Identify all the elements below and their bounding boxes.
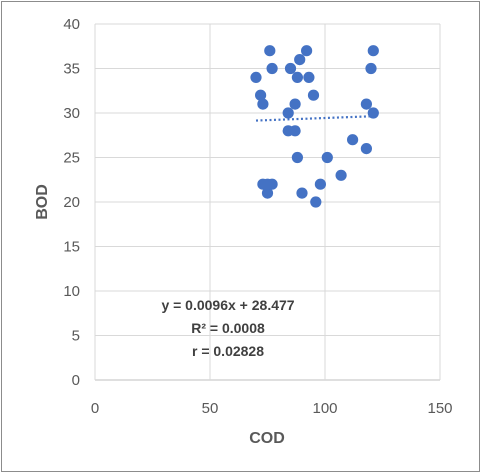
x-axis-title: COD xyxy=(249,430,285,447)
data-point xyxy=(250,71,262,83)
data-point xyxy=(291,71,303,83)
data-point xyxy=(266,178,278,190)
data-point xyxy=(261,187,274,199)
y-tick-label: 35 xyxy=(63,61,80,78)
data-point xyxy=(367,107,379,119)
data-point xyxy=(289,98,301,110)
data-point xyxy=(335,169,347,181)
data-point xyxy=(294,54,306,66)
data-point xyxy=(284,62,297,75)
trend-equation: y = 0.0096x + 28.477 xyxy=(161,297,294,313)
y-tick-label: 10 xyxy=(63,283,80,300)
data-point xyxy=(360,143,372,155)
data-point xyxy=(347,134,359,146)
x-tick-label: 150 xyxy=(427,400,452,417)
data-point xyxy=(264,45,276,57)
r-label: r = 0.02828 xyxy=(192,343,264,359)
x-tick-label: 100 xyxy=(312,400,337,417)
x-tick-label: 0 xyxy=(91,400,99,417)
trendline xyxy=(255,115,374,122)
data-point xyxy=(365,62,377,75)
data-point xyxy=(301,45,313,57)
y-axis-title: BOD xyxy=(34,184,51,220)
data-point xyxy=(289,125,301,137)
y-axis-ticks: 0 5 10 15 20 25 30 35 40 xyxy=(63,16,80,389)
data-point xyxy=(266,62,278,75)
y-tick-label: 30 xyxy=(63,105,80,122)
data-points xyxy=(250,45,379,208)
data-point xyxy=(282,107,294,119)
y-tick-label: 5 xyxy=(72,328,80,345)
data-point xyxy=(314,178,326,190)
data-point xyxy=(367,45,379,57)
y-tick-label: 25 xyxy=(63,150,80,167)
y-tick-label: 0 xyxy=(72,372,80,389)
data-point xyxy=(321,151,333,164)
data-point xyxy=(310,196,322,208)
data-point xyxy=(255,89,267,101)
r-squared-label: R² = 0.0008 xyxy=(191,320,265,336)
data-point xyxy=(360,98,372,110)
x-tick-label: 50 xyxy=(202,400,219,417)
data-point xyxy=(303,71,315,83)
gridlines xyxy=(94,23,441,381)
y-tick-label: 15 xyxy=(63,239,80,256)
data-point xyxy=(296,187,308,199)
y-tick-label: 40 xyxy=(63,16,80,33)
y-tick-label: 20 xyxy=(63,194,80,211)
data-point xyxy=(291,151,303,164)
data-point xyxy=(307,89,320,101)
x-axis-ticks: 0 50 100 150 xyxy=(91,400,453,417)
data-point xyxy=(257,98,269,110)
